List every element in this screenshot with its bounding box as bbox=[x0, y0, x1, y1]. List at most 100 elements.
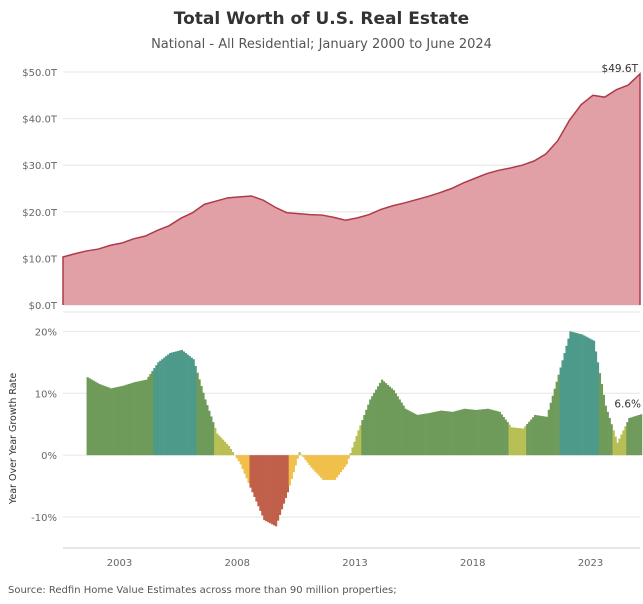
worth-data-label: $49.6T bbox=[602, 63, 639, 75]
growth-bar bbox=[592, 340, 596, 456]
growth-bar bbox=[475, 409, 478, 456]
growth-bar bbox=[255, 455, 258, 502]
growth-bar bbox=[108, 387, 111, 456]
growth-bar bbox=[561, 360, 564, 456]
growth-bar bbox=[502, 416, 505, 456]
x-tick-label: 2018 bbox=[460, 558, 485, 569]
growth-bar bbox=[90, 379, 93, 456]
growth-bar bbox=[488, 409, 492, 456]
growth-bar bbox=[284, 455, 288, 498]
growth-bar bbox=[288, 455, 291, 486]
growth-bar bbox=[380, 379, 384, 456]
growth-bar bbox=[620, 434, 623, 456]
growth-bar bbox=[498, 411, 501, 456]
growth-bar bbox=[375, 389, 378, 456]
growth-bar bbox=[449, 411, 452, 456]
worth-area bbox=[63, 73, 640, 305]
growth-bar bbox=[557, 374, 560, 456]
growth-bar bbox=[577, 333, 580, 456]
y-tick-label: $50.0T bbox=[22, 68, 58, 79]
growth-bar bbox=[512, 427, 515, 456]
growth-bar bbox=[243, 455, 246, 474]
y-axis-title: Year Over Year Growth Rate bbox=[8, 373, 19, 505]
growth-bar bbox=[640, 414, 643, 456]
growth-bar bbox=[414, 413, 417, 456]
growth-bar bbox=[143, 380, 146, 456]
growth-bar bbox=[477, 409, 480, 456]
growth-bar bbox=[94, 381, 97, 456]
growth-bar bbox=[588, 338, 592, 456]
growth-bar bbox=[445, 411, 448, 456]
growth-bar bbox=[490, 409, 494, 456]
growth-bar bbox=[614, 436, 617, 456]
growth-bar bbox=[123, 385, 127, 456]
growth-bar bbox=[112, 387, 115, 456]
chart-canvas: $0.0T $10.0T $20.0T $30.0T $40.0T $50.0T $49.6… bbox=[8, 63, 643, 569]
growth-bar bbox=[402, 405, 405, 456]
growth-bar bbox=[178, 350, 182, 456]
growth-bar bbox=[532, 417, 535, 456]
growth-bar bbox=[139, 380, 142, 456]
growth-data-label: 6.6% bbox=[614, 398, 641, 410]
growth-bar bbox=[220, 437, 223, 456]
growth-bar bbox=[280, 455, 284, 510]
growth-bar bbox=[426, 413, 429, 456]
growth-bar bbox=[306, 455, 309, 463]
growth-bar bbox=[602, 394, 605, 456]
growth-bar bbox=[308, 455, 311, 465]
growth-bar bbox=[492, 410, 496, 456]
growth-bar bbox=[416, 414, 419, 456]
growth-bar bbox=[170, 352, 174, 456]
growth-bar bbox=[176, 350, 180, 456]
growth-bar bbox=[600, 383, 604, 456]
growth-bar bbox=[292, 455, 295, 473]
growth-bar bbox=[371, 396, 374, 456]
growth-bar bbox=[127, 383, 131, 456]
growth-bar bbox=[331, 455, 335, 480]
growth-bar bbox=[102, 385, 105, 456]
growth-bar bbox=[147, 376, 150, 456]
growth-bar bbox=[553, 388, 556, 456]
growth-bar bbox=[433, 411, 437, 456]
y-tick-label: 20% bbox=[35, 327, 57, 338]
growth-bar bbox=[569, 331, 572, 456]
growth-bar bbox=[430, 412, 433, 456]
growth-bar bbox=[347, 455, 350, 459]
growth-bar bbox=[590, 339, 594, 456]
growth-bar bbox=[428, 413, 431, 456]
growth-bar bbox=[355, 436, 358, 456]
growth-bar bbox=[257, 455, 260, 507]
growth-bar bbox=[298, 452, 301, 456]
growth-bar bbox=[626, 422, 629, 456]
growth-bar bbox=[473, 409, 476, 456]
growth-bar bbox=[168, 353, 172, 456]
growth-bar bbox=[92, 380, 95, 456]
growth-bar bbox=[418, 414, 421, 456]
growth-bar bbox=[210, 416, 213, 456]
growth-bar bbox=[579, 333, 582, 456]
growth-bar bbox=[117, 386, 121, 456]
growth-bar bbox=[196, 372, 199, 456]
growth-bar bbox=[539, 415, 543, 456]
growth-bar bbox=[435, 411, 439, 456]
growth-bar bbox=[598, 373, 602, 456]
growth-bar bbox=[587, 337, 590, 456]
growth-bar bbox=[155, 365, 158, 456]
growth-bar bbox=[439, 410, 443, 456]
growth-bar bbox=[581, 334, 584, 456]
growth-bar bbox=[514, 427, 517, 456]
growth-bar bbox=[159, 360, 162, 456]
growth-bar bbox=[251, 455, 254, 493]
x-tick-label: 2023 bbox=[578, 558, 603, 569]
growth-bar bbox=[506, 422, 509, 456]
growth-bar bbox=[290, 455, 293, 479]
growth-bar bbox=[312, 455, 315, 470]
growth-bar bbox=[537, 415, 541, 456]
growth-bar bbox=[259, 455, 262, 511]
growth-bar bbox=[186, 354, 189, 456]
growth-bar bbox=[486, 408, 490, 456]
growth-bar bbox=[204, 399, 207, 456]
growth-bar bbox=[616, 442, 619, 456]
growth-bar bbox=[583, 335, 586, 456]
growth-bar bbox=[325, 455, 329, 480]
